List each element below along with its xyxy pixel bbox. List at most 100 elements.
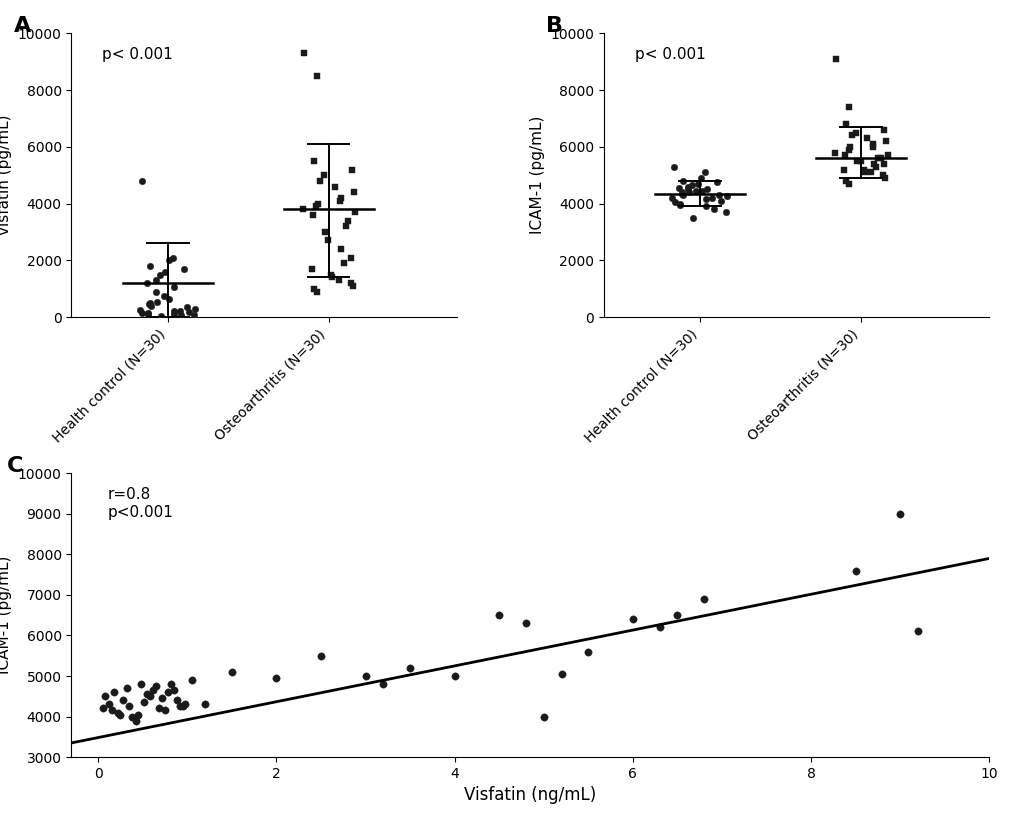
Point — [173, 308, 190, 321]
Text: r=0.8
p<0.001: r=0.8 p<0.001 — [108, 488, 174, 520]
Point — [675, 188, 691, 201]
Point — [151, 702, 167, 716]
Point — [330, 274, 346, 287]
Point — [712, 194, 729, 207]
Point — [841, 101, 857, 114]
Point — [185, 309, 202, 322]
Point — [343, 163, 360, 176]
Point — [671, 181, 687, 195]
Point — [306, 155, 322, 168]
Point — [118, 681, 135, 695]
Point — [166, 280, 182, 294]
Point — [132, 677, 149, 691]
Point — [165, 251, 181, 265]
Point — [865, 157, 881, 171]
Point — [841, 177, 857, 191]
Point — [335, 256, 352, 270]
Point — [680, 180, 696, 193]
Point — [171, 304, 187, 317]
Point — [490, 608, 506, 622]
Point — [838, 117, 854, 131]
Point — [148, 285, 164, 298]
Point — [401, 661, 418, 675]
Point — [852, 155, 868, 168]
Point — [717, 206, 734, 219]
Text: C: C — [7, 456, 23, 476]
Point — [157, 704, 173, 717]
Point — [309, 69, 325, 82]
Point — [872, 151, 889, 165]
Point — [103, 704, 119, 717]
Point — [518, 617, 534, 630]
Point — [309, 285, 325, 298]
Point — [837, 149, 853, 162]
Point — [115, 694, 131, 707]
Point — [121, 700, 138, 713]
Point — [680, 183, 696, 196]
Point — [684, 179, 700, 192]
Point — [674, 174, 690, 187]
Point — [172, 700, 189, 713]
Point — [308, 200, 324, 213]
Point — [313, 649, 329, 662]
Text: B: B — [545, 17, 562, 37]
Point — [304, 262, 320, 275]
Point — [878, 149, 895, 162]
Point — [697, 166, 713, 179]
Point — [841, 140, 857, 153]
Point — [316, 169, 332, 182]
Point — [152, 268, 168, 281]
Point — [145, 684, 161, 697]
Point — [168, 694, 184, 707]
Point — [323, 268, 339, 281]
Point — [874, 157, 891, 171]
Point — [665, 196, 682, 209]
Point — [665, 160, 682, 173]
Point — [152, 309, 168, 322]
Y-axis label: ICAM-1 (pg/mL): ICAM-1 (pg/mL) — [0, 556, 12, 675]
Point — [836, 163, 852, 176]
Point — [864, 137, 880, 151]
Point — [306, 282, 322, 295]
Point — [710, 188, 727, 201]
Point — [875, 123, 892, 136]
Point — [161, 292, 177, 305]
Point — [197, 698, 213, 711]
Point — [174, 700, 191, 713]
Point — [159, 686, 175, 699]
Point — [156, 290, 172, 303]
Point — [141, 298, 157, 311]
Point — [177, 698, 194, 711]
Point — [131, 303, 148, 316]
Point — [309, 197, 325, 210]
Point — [668, 608, 685, 622]
Point — [580, 645, 596, 658]
Point — [869, 151, 886, 165]
Point — [142, 690, 158, 703]
Point — [909, 625, 925, 638]
Point — [332, 194, 348, 207]
Point — [535, 710, 551, 723]
Point — [157, 265, 173, 279]
Point — [826, 146, 843, 159]
Point — [95, 702, 111, 716]
Point — [154, 691, 170, 705]
Point — [133, 306, 150, 319]
Point — [877, 135, 894, 148]
Point — [312, 174, 328, 187]
Y-axis label: ICAM-1 (pg/mL): ICAM-1 (pg/mL) — [529, 116, 544, 235]
Point — [165, 305, 181, 318]
Point — [343, 251, 360, 265]
Point — [163, 677, 179, 691]
Point — [324, 270, 340, 284]
Point — [109, 706, 125, 719]
Point — [705, 203, 721, 216]
Point — [688, 184, 704, 197]
Point — [672, 197, 688, 210]
Point — [345, 186, 362, 199]
Point — [446, 670, 463, 683]
Point — [142, 296, 158, 310]
Point — [139, 276, 155, 290]
Point — [672, 198, 688, 211]
Point — [673, 186, 689, 199]
